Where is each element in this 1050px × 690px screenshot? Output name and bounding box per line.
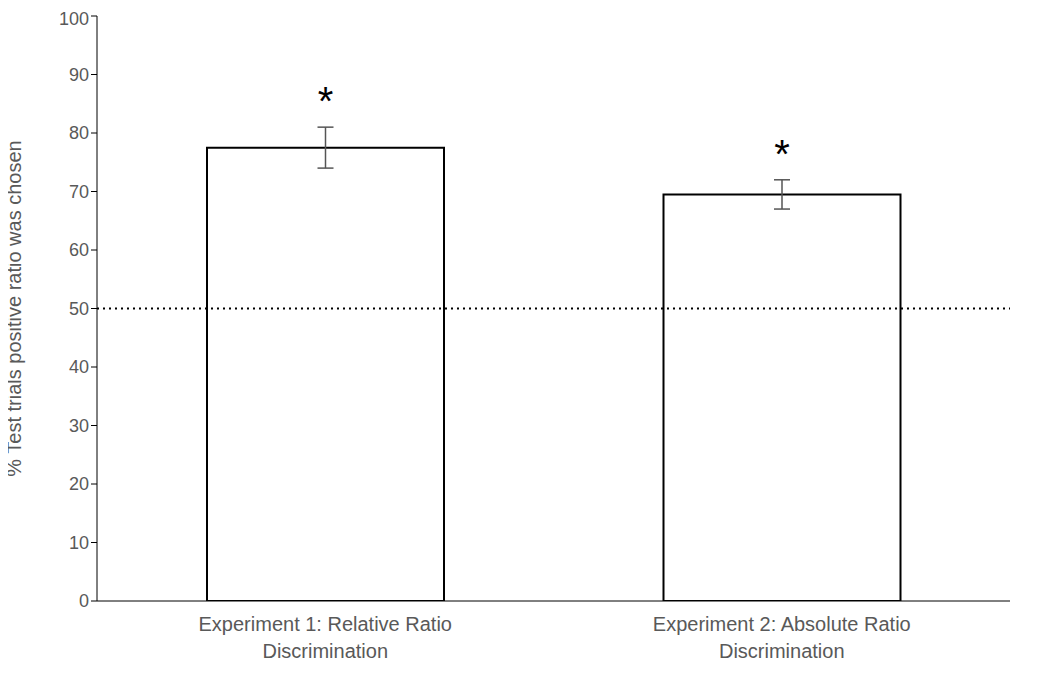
svg-text:70: 70 (69, 182, 89, 202)
svg-text:*: * (318, 79, 334, 123)
svg-text:90: 90 (69, 65, 89, 85)
svg-text:Discrimination: Discrimination (262, 640, 388, 662)
svg-text:Experiment 2: Absolute Ratio: Experiment 2: Absolute Ratio (653, 613, 911, 635)
svg-text:% Test trials positive ratio w: % Test trials positive ratio was chosen (8, 140, 25, 476)
svg-text:0: 0 (79, 591, 89, 611)
svg-text:10: 10 (69, 533, 89, 553)
svg-text:50: 50 (69, 299, 89, 319)
svg-text:*: * (774, 132, 790, 176)
svg-text:Discrimination: Discrimination (719, 640, 845, 662)
svg-text:80: 80 (69, 123, 89, 143)
svg-text:100: 100 (59, 9, 89, 29)
svg-text:30: 30 (69, 416, 89, 436)
svg-text:60: 60 (69, 240, 89, 260)
svg-text:20: 20 (69, 474, 89, 494)
svg-text:Experiment 1: Relative Ratio: Experiment 1: Relative Ratio (199, 613, 452, 635)
svg-text:40: 40 (69, 357, 89, 377)
